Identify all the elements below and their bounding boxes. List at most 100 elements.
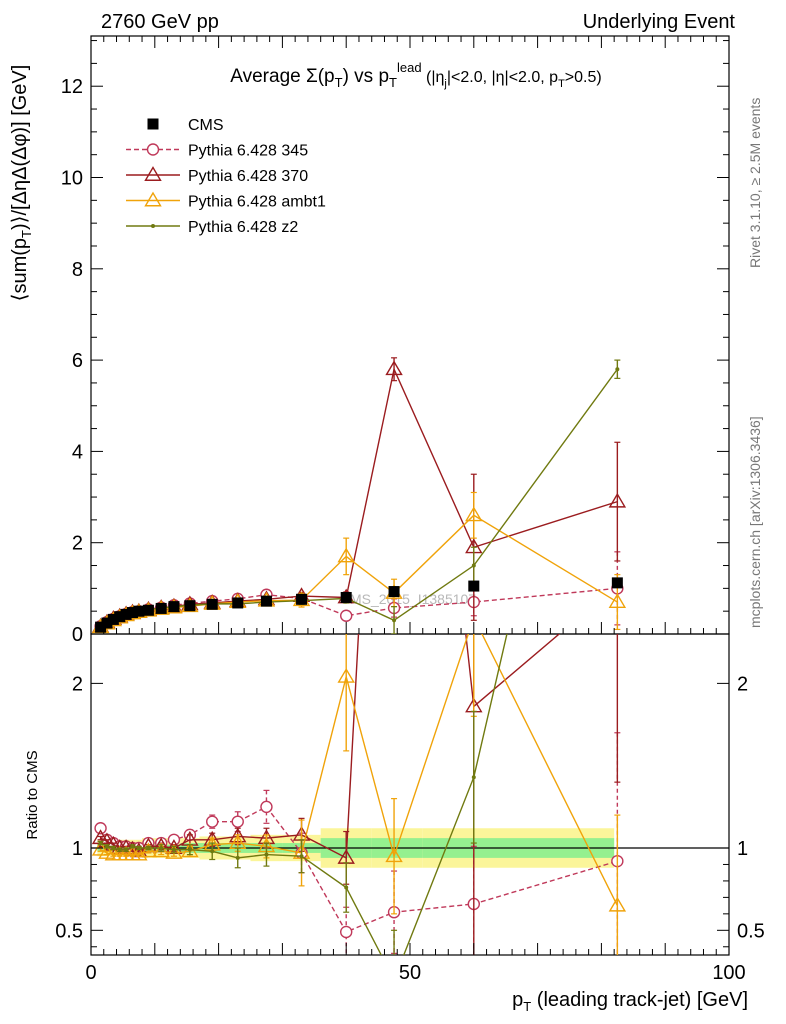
data-point	[611, 577, 623, 589]
data-point	[392, 618, 397, 623]
cms-data-points	[95, 577, 623, 633]
data-point	[107, 613, 119, 625]
data-point	[260, 595, 272, 607]
y-axis-label: ⟨sum(pT)⟩/[ΔηΔ(Δφ)] [GeV]	[9, 65, 34, 302]
data-point	[340, 925, 353, 939]
header-left: 2760 GeV pp	[101, 11, 219, 33]
data-point	[388, 586, 400, 598]
ratio-lines	[91, 155, 627, 982]
legend-entry: CMS	[147, 117, 224, 134]
data-point	[206, 815, 219, 828]
cms-group	[95, 577, 623, 633]
series-group	[91, 634, 621, 955]
ratio-tick-label: 0.5	[55, 920, 83, 942]
ratio-tick-label-right: 0.5	[737, 920, 765, 942]
data-point	[117, 847, 122, 852]
y-tick-label: 12	[61, 76, 83, 98]
legend-label: Pythia 6.428 ambt1	[188, 194, 326, 211]
data-point	[465, 506, 483, 522]
data-point	[392, 978, 396, 982]
ratio-axis-label: Ratio to CMS	[24, 750, 41, 839]
data-point	[144, 191, 162, 207]
y-tick-label: 4	[72, 441, 83, 463]
legend-entry: Pythia 6.428 345	[126, 143, 308, 160]
data-point	[136, 846, 141, 850]
data-point	[340, 591, 352, 603]
data-point	[147, 118, 159, 130]
data-point	[146, 143, 160, 156]
legend-label: CMS	[188, 117, 224, 134]
data-point	[385, 847, 403, 863]
legend-entry: Pythia 6.428 370	[126, 166, 308, 185]
x-axis-label: pT (leading track-jet) [GeV]	[512, 989, 748, 1014]
data-point	[133, 605, 145, 617]
data-point	[168, 601, 180, 613]
ratio-panel-frame	[90, 633, 730, 956]
series-line	[100, 366, 618, 628]
watermark: CMS_2015_I1385107	[340, 591, 476, 607]
data-point	[337, 547, 355, 563]
data-point	[385, 360, 403, 376]
data-point	[159, 846, 164, 850]
data-point	[471, 563, 476, 568]
data-point	[151, 224, 155, 228]
x-tick-label: 100	[712, 962, 745, 984]
data-point	[155, 602, 167, 614]
x-tick-label: 50	[399, 962, 421, 984]
data-point	[120, 608, 132, 620]
ratio-tick-label: 2	[72, 673, 83, 695]
data-point	[114, 611, 126, 623]
y-tick-label: 0	[72, 624, 83, 646]
data-point	[146, 846, 151, 850]
data-point	[98, 841, 103, 846]
data-point	[344, 885, 349, 890]
data-point	[152, 842, 170, 858]
data-point	[296, 593, 308, 605]
data-point	[187, 847, 192, 852]
main-panel-frame	[90, 35, 730, 635]
data-point	[264, 852, 269, 857]
ratio-tick-label: 1	[72, 838, 83, 860]
legend-label: Pythia 6.428 345	[188, 143, 308, 160]
data-point	[260, 800, 273, 814]
ratio-tick-label-right: 2	[737, 673, 748, 695]
ratio-tick-label-right: 1	[737, 838, 748, 860]
header-right: Underlying Event	[583, 11, 736, 33]
mcplots-label: mcplots.cern.ch [arXiv:1306.3436]	[747, 416, 763, 628]
data-point	[471, 775, 476, 780]
data-point	[340, 609, 353, 622]
legend-label: Pythia 6.428 370	[188, 168, 308, 185]
data-point	[337, 667, 355, 683]
data-point	[142, 604, 154, 616]
data-point	[608, 593, 627, 608]
y-tick-label: 2	[72, 533, 83, 555]
series-line	[100, 634, 561, 859]
data-point	[124, 847, 129, 852]
data-point	[231, 815, 244, 828]
data-point	[232, 597, 244, 609]
data-point	[111, 846, 116, 850]
y-tick-label: 8	[72, 259, 83, 281]
data-point	[615, 155, 619, 159]
data-point	[101, 617, 113, 629]
data-point	[126, 607, 138, 619]
data-point	[235, 855, 240, 860]
data-point	[210, 849, 215, 854]
legend-label: Pythia 6.428 z2	[188, 219, 298, 236]
legend-entry: Pythia 6.428 z2	[126, 219, 298, 236]
rivet-version-label: Rivet 3.1.10, ≥ 2.5M events	[747, 98, 763, 268]
data-point	[184, 600, 196, 612]
axes-frames	[90, 35, 730, 956]
series-line	[100, 368, 618, 628]
data-point	[608, 896, 627, 912]
chart-title: Average Σ(pT) vs pTlead (|ηj|<2.0, |η|<2…	[230, 60, 601, 90]
data-point	[144, 166, 162, 181]
data-point	[299, 854, 304, 859]
data-point	[94, 822, 107, 835]
data-point	[130, 844, 135, 849]
y-tick-label: 6	[72, 350, 83, 372]
x-tick-label: 0	[85, 962, 96, 984]
data-point	[615, 367, 620, 372]
